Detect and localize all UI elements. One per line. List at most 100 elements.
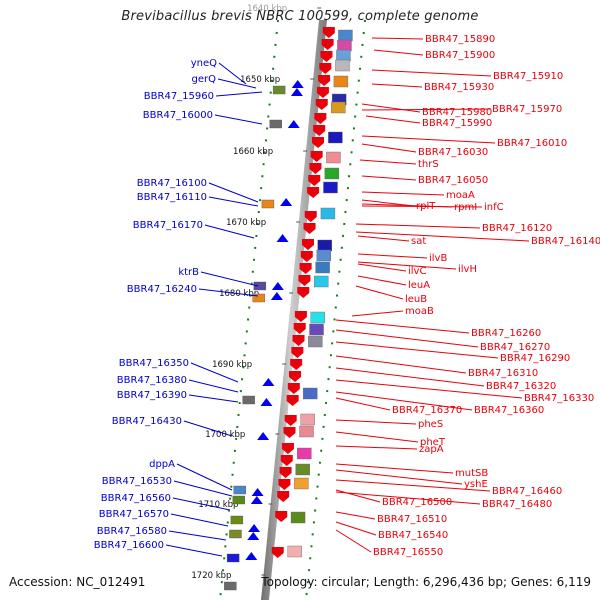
forward-gene-label: BBR47_16290 (500, 353, 570, 364)
reverse-gene-label: dppA (149, 459, 175, 470)
forward-gene-label: BBR47_15990 (422, 118, 492, 129)
forward-gene-label: BBR47_15910 (493, 71, 563, 82)
forward-gene-arrow (286, 395, 299, 406)
ruler-tick-label: 1650 kbp (240, 75, 280, 85)
forward-gene-label: pheT (420, 437, 446, 448)
forward-gene-arrow (322, 27, 335, 38)
forward-gene-label: BBR47_16310 (468, 368, 538, 379)
forward-label-leader (335, 397, 391, 411)
forward-gene-label: BBR47_16260 (471, 328, 541, 339)
reverse-gene-label: BBR47_16570 (99, 509, 169, 520)
forward-gene-arrow (291, 347, 304, 358)
forward-label-leader (357, 235, 410, 242)
reverse-gene-arrow (247, 532, 260, 540)
reverse-label-leader (176, 463, 233, 491)
forward-gene-label: ilvC (408, 266, 426, 277)
reverse-label-leader (217, 78, 257, 89)
reverse-gene-label: BBR47_16000 (143, 110, 213, 121)
forward-gene-label: BBR47_16360 (474, 405, 544, 416)
forward-gene-block (333, 75, 349, 88)
forward-label-leader (335, 419, 417, 425)
reverse-gene-label: BBR47_16350 (119, 358, 189, 369)
forward-label-leader (371, 37, 424, 40)
reverse-label-leader (172, 497, 231, 511)
forward-gene-arrow (303, 223, 316, 234)
ruler-tick-label: 1670 kbp (226, 218, 266, 228)
forward-label-leader (335, 431, 419, 443)
reverse-gene-arrow (250, 496, 263, 504)
forward-label-leader (371, 83, 423, 88)
forward-gene-block (316, 249, 332, 262)
forward-gene-label: thrS (418, 159, 439, 170)
forward-gene-arrow (283, 427, 296, 438)
reverse-gene-arrow (257, 432, 270, 440)
reverse-gene-block (252, 293, 265, 303)
forward-gene-label: BBR47_16500 (382, 497, 452, 508)
reverse-gene-label: BBR47_16380 (117, 375, 187, 386)
forward-label-leader (335, 511, 376, 520)
forward-label-leader (359, 159, 417, 165)
forward-label-leader (361, 103, 421, 113)
reverse-label-leader (190, 362, 239, 383)
reverse-gene-block (226, 553, 240, 563)
forward-label-leader (335, 379, 523, 399)
forward-gene-block (336, 49, 351, 62)
ruler-tick-label: 1700 kbp (205, 430, 245, 440)
forward-gene-arrow (294, 311, 307, 322)
forward-gene-label: BBR47_16330 (524, 393, 594, 404)
reverse-label-leader (208, 196, 259, 207)
forward-gene-block (294, 477, 309, 490)
reverse-gene-arrow (245, 552, 258, 560)
reverse-gene-label: BBR47_16430 (112, 416, 182, 427)
forward-label-leader (335, 529, 372, 553)
forward-label-leader (335, 367, 485, 387)
forward-gene-arrow (312, 137, 325, 148)
forward-gene-block (295, 463, 310, 476)
reverse-label-leader (215, 91, 263, 97)
reverse-gene-label: yneQ (191, 58, 217, 69)
forward-gene-arrow (314, 113, 327, 124)
forward-label-leader (335, 521, 377, 536)
reverse-label-leader (208, 182, 259, 203)
forward-gene-arrow (290, 359, 303, 370)
forward-gene-arrow (320, 51, 333, 62)
reverse-gene-block (233, 485, 246, 495)
forward-gene-label: BBR47_15930 (424, 82, 494, 93)
reverse-gene-label: BBR47_16530 (102, 476, 172, 487)
forward-gene-arrow (307, 187, 320, 198)
forward-label-leader (335, 329, 479, 348)
forward-gene-block (323, 181, 338, 194)
forward-gene-arrow (280, 455, 293, 466)
forward-label-leader (335, 463, 454, 474)
forward-label-leader (351, 310, 404, 317)
forward-gene-label: leuB (405, 294, 427, 305)
reverse-gene-arrow (270, 292, 283, 300)
forward-gene-block (314, 275, 329, 288)
forward-label-leader (335, 445, 418, 450)
forward-label-leader (335, 469, 463, 485)
forward-label-leader (361, 175, 417, 181)
reverse-gene-block (229, 529, 242, 539)
map-title: Brevibacillus brevis NBRC 100599, comple… (121, 9, 479, 24)
forward-gene-block (308, 335, 323, 348)
forward-gene-block (300, 413, 315, 426)
reverse-label-leader (200, 271, 259, 287)
forward-gene-arrow (309, 163, 322, 174)
forward-gene-arrow (293, 323, 306, 334)
reverse-label-leader (214, 114, 263, 125)
reverse-label-leader (188, 394, 239, 403)
forward-gene-block (331, 101, 346, 114)
forward-label-leader (361, 205, 483, 208)
reverse-gene-block (232, 495, 246, 505)
forward-label-leader (355, 231, 530, 242)
forward-label-leader (335, 479, 491, 492)
forward-label-leader (373, 49, 424, 56)
forward-gene-block (326, 151, 341, 164)
forward-label-leader (335, 341, 499, 359)
forward-gene-arrow (279, 467, 292, 478)
forward-gene-label: moaA (446, 190, 475, 201)
forward-gene-arrow (313, 125, 326, 136)
reverse-gene-block (230, 515, 244, 525)
reverse-gene-label: gerQ (192, 74, 217, 85)
